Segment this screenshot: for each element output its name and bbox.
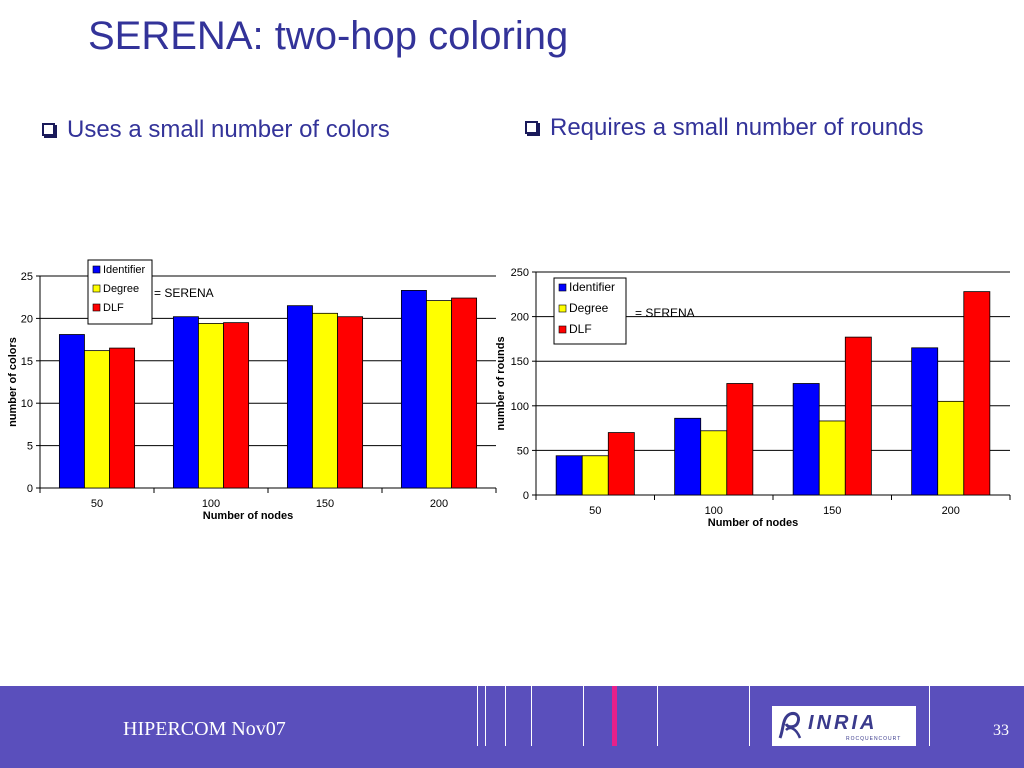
y-tick-label: 250 <box>511 267 529 279</box>
y-tick-label: 50 <box>517 445 529 457</box>
colors-chart: 0 5 10 15 20 25 50 100 150 200 Number of nodes numb… <box>7 259 497 522</box>
y-tick-label: 5 <box>27 441 33 453</box>
bullet-colors: Uses a small number of colors <box>42 116 390 144</box>
x-tick-label: 100 <box>705 505 723 517</box>
bar-dlf <box>451 297 478 489</box>
serena-annotation: = SERENA <box>154 286 214 300</box>
bar-degree <box>312 312 338 489</box>
bar-identifier <box>555 455 583 496</box>
footer-accent-bar <box>612 686 617 746</box>
x-tick-label: 50 <box>589 505 601 517</box>
bar-identifier <box>286 305 313 489</box>
footer-divider <box>531 686 532 746</box>
legend-swatch-identifier <box>92 265 101 274</box>
legend-label: Identifier <box>569 280 615 294</box>
footer-divider <box>657 686 658 746</box>
bar-degree <box>818 420 846 496</box>
x-axis-label: Number of nodes <box>203 510 293 522</box>
bar-dlf <box>109 347 136 489</box>
bar-identifier <box>172 316 199 489</box>
legend-swatch-degree <box>558 304 567 313</box>
rounds-chart: 0 50 100 150 200 250 50 100 150 200 Number of node… <box>495 267 1011 529</box>
x-tick-label: 150 <box>316 498 334 510</box>
x-tick-label: 50 <box>91 498 103 510</box>
bar-identifier <box>792 383 820 496</box>
bar-identifier <box>400 290 427 489</box>
bar-degree <box>581 455 609 496</box>
y-tick-label: 100 <box>511 401 529 413</box>
bar-identifier <box>674 417 702 496</box>
bullet-rounds: Requires a small number of rounds <box>525 114 924 142</box>
footer-divider <box>929 686 930 746</box>
inria-mark-icon <box>778 712 802 739</box>
legend-label: Degree <box>103 283 139 295</box>
bar-degree <box>700 430 728 496</box>
logo-subtitle: ROCQUENCOURT <box>846 736 902 742</box>
bar-degree <box>426 300 452 489</box>
inria-logo: INRIA ROCQUENCOURT <box>772 706 916 746</box>
x-tick-label: 200 <box>942 505 960 517</box>
slide-title: SERENA: two-hop coloring <box>88 14 569 58</box>
bullet-colors-text: Uses a small number of colors <box>67 116 390 143</box>
serena-annotation: = SERENA <box>635 306 695 320</box>
x-tick-label: 150 <box>823 505 841 517</box>
x-tick-label: 200 <box>430 498 448 510</box>
y-tick-label: 15 <box>21 356 33 368</box>
bar-degree <box>937 400 965 496</box>
footer-divider <box>485 686 486 746</box>
bar-dlf <box>963 291 991 496</box>
y-tick-label: 20 <box>21 313 33 325</box>
legend-label: DLF <box>569 322 592 336</box>
footer-divider <box>749 686 750 746</box>
y-tick-label: 150 <box>511 356 529 368</box>
footer-divider <box>583 686 584 746</box>
bar-identifier <box>58 334 85 489</box>
legend-swatch-degree <box>92 284 101 293</box>
legend-label: Degree <box>569 301 609 315</box>
bar-identifier <box>911 347 939 496</box>
y-tick-label: 200 <box>511 312 529 324</box>
y-axis-label: number of rounds <box>495 336 507 430</box>
legend-label: Identifier <box>103 264 146 276</box>
bullet-rounds-text: Requires a small number of rounds <box>550 114 924 141</box>
legend-swatch-dlf <box>92 303 101 312</box>
bar-dlf <box>726 383 754 496</box>
bar-dlf <box>844 336 872 496</box>
y-tick-label: 0 <box>27 483 33 495</box>
bar-degree <box>84 350 110 489</box>
legend-swatch-dlf <box>558 325 567 334</box>
legend-swatch-identifier <box>558 283 567 292</box>
checkbox-bullet-icon <box>525 121 538 134</box>
bar-dlf <box>337 316 364 489</box>
page-number: 33 <box>993 722 1009 739</box>
footer-text: HIPERCOM Nov07 <box>123 718 286 740</box>
x-axis-label: Number of nodes <box>708 517 798 529</box>
y-tick-label: 0 <box>523 490 529 502</box>
checkbox-bullet-icon <box>42 123 55 136</box>
logo-word: INRIA <box>808 712 878 734</box>
y-tick-label: 25 <box>21 271 33 283</box>
bar-degree <box>198 323 224 489</box>
y-tick-label: 10 <box>21 398 33 410</box>
bar-dlf <box>607 432 635 496</box>
bar-dlf <box>223 322 250 489</box>
footer-divider <box>477 686 478 746</box>
x-tick-label: 100 <box>202 498 220 510</box>
footer-divider <box>505 686 506 746</box>
y-axis-label: number of colors <box>7 337 19 427</box>
legend-label: DLF <box>103 302 124 314</box>
